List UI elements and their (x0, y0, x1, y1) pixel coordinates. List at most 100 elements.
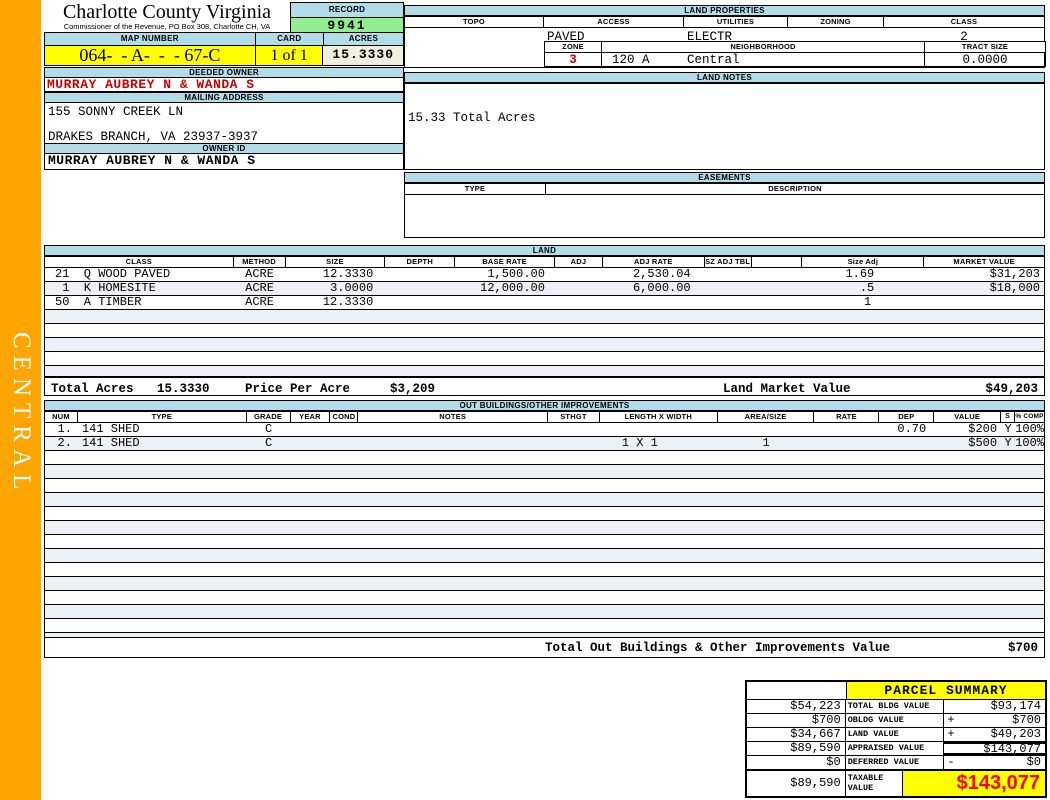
land-market-value-label: Land Market Value (723, 382, 851, 396)
col-tract-size: TRACT SIZE (961, 42, 1009, 51)
easements-header: EASEMENTS (404, 172, 1045, 183)
land-row: 50 A TIMBER ACRE 12.3330 1 (45, 296, 1044, 310)
out-buildings-section-header: OUT BUILDINGS/OTHER IMPROVEMENTS (44, 400, 1045, 411)
zone-table: ZONE NEIGHBORHOOD TRACT SIZE 3 120 A Cen… (544, 41, 1046, 67)
mailing-address-header: MAILING ADDRESS (44, 92, 404, 103)
plus-sign: + (947, 713, 955, 727)
card-value: 1 of 1 (255, 46, 324, 65)
col-land-adj-rate: ADJ RATE (603, 257, 705, 267)
parcel-summary-title: PARCEL SUMMARY (847, 682, 1045, 699)
col-easement-description: DESCRIPTION (768, 184, 822, 193)
col-class: CLASS (950, 17, 978, 26)
land-totals-row: Total Acres 15.3330 Price Per Acre $3,20… (45, 376, 1044, 399)
col-land-size: SIZE (286, 257, 386, 267)
commissioner-line: Commissioner of the Revenue, PO Box 308,… (63, 22, 271, 31)
total-acres-value: 15.3330 (157, 382, 210, 396)
col-ob-s: S (1001, 412, 1016, 422)
out-buildings-empty-rows (45, 451, 1044, 637)
total-acres-label: Total Acres (51, 382, 134, 396)
out-buildings-total-value: $700 (1007, 641, 1038, 655)
parcel-summary-table: PARCEL SUMMARY $54,223 TOTAL BLDG VALUE … (745, 680, 1047, 798)
taxable-value: $143,077 (902, 771, 1045, 796)
col-land-method: METHOD (234, 257, 286, 267)
county-header: Charlotte County Virginia Commissioner o… (44, 2, 290, 32)
col-zoning: ZONING (788, 17, 884, 27)
land-properties-table: TOPO ACCESS UTILITIES ZONING CLASS PAVED… (404, 16, 1046, 68)
land-section-header: LAND (44, 245, 1045, 256)
card-header: CARD (255, 33, 324, 45)
parcel-summary-corner (747, 682, 847, 699)
access-value: PAVED (547, 30, 585, 44)
col-ob-year: YEAR (291, 412, 331, 422)
out-buildings-table: NUM TYPE GRADE YEAR COND NOTES STHGT LEN… (44, 411, 1045, 658)
out-building-row: 2. 141 SHED C 1 X 1 1 $500 Y 100% (45, 437, 1044, 451)
col-ob-notes: NOTES (358, 412, 548, 422)
land-market-value: $49,203 (985, 382, 1038, 396)
deeded-owner-value: MURRAY AUBREY N & WANDA S (44, 78, 404, 92)
summary-row-taxable: $89,590 TAXABLE VALUE $143,077 (747, 770, 1045, 796)
class-value: 2 (960, 30, 968, 44)
col-land-market-value: MARKET VALUE (953, 257, 1015, 266)
col-land-sz-adj-tbl: SZ ADJ TBL (705, 257, 752, 267)
deeded-owner-header: DEEDED OWNER (44, 67, 404, 78)
col-ob-sthgt: STHGT (548, 412, 600, 422)
col-zone: ZONE (545, 42, 602, 52)
acres-value: 15.3330 (323, 46, 403, 65)
land-note-text: 15.33 Total Acres (408, 111, 536, 125)
map-card-acres-table: MAP NUMBER CARD ACRES 064- - A- - - 67-C… (44, 32, 404, 66)
col-ob-cond: COND (330, 412, 359, 422)
neighborhood-code: 120 A (612, 53, 650, 67)
address-line2: DRAKES BRANCH, VA 23937-3937 (48, 130, 259, 144)
minus-sign: - (947, 755, 955, 769)
col-ob-length-width: LENGTH X WIDTH (600, 412, 718, 422)
col-easement-type: TYPE (405, 184, 546, 194)
col-ob-num: NUM (45, 412, 78, 422)
tract-size-value: 0.0000 (962, 53, 1008, 67)
col-ob-type: TYPE (78, 412, 247, 422)
map-number-header: MAP NUMBER (45, 33, 256, 45)
sidebar-region-label: CENTRAL (8, 332, 35, 497)
land-properties-header: LAND PROPERTIES (404, 5, 1045, 16)
plus-sign: + (947, 727, 955, 741)
address-line1: 155 SONNY CREEK LN (48, 105, 184, 119)
col-access: ACCESS (544, 17, 684, 27)
col-neighborhood: NEIGHBORHOOD (602, 42, 925, 52)
col-land-base-rate: BASE RATE (455, 257, 555, 267)
land-notes-header: LAND NOTES (404, 72, 1045, 83)
out-buildings-total-label: Total Out Buildings & Other Improvements… (545, 641, 891, 655)
land-empty-rows (45, 310, 1044, 376)
col-ob-dep: DEP (879, 412, 935, 422)
summary-row-deferred: $0 DEFERRED VALUE - $0 (747, 756, 1045, 770)
col-ob-value: VALUE (934, 412, 1002, 422)
col-land-adj: ADJ (555, 257, 603, 267)
summary-row-land: $34,667 LAND VALUE + $49,203 (747, 728, 1045, 742)
land-row: 1 K HOMESITE ACRE 3.0000 12,000.00 6,000… (45, 282, 1044, 296)
owner-id-value: MURRAY AUBREY N & WANDA S (44, 154, 404, 170)
mailing-address-box: 155 SONNY CREEK LN DRAKES BRANCH, VA 239… (44, 103, 404, 144)
out-buildings-total-row: Total Out Buildings & Other Improvements… (45, 637, 1044, 658)
out-building-row: 1. 141 SHED C 0.70 $200 Y 100% (45, 423, 1044, 437)
sidebar: CENTRAL (0, 0, 41, 800)
col-land-depth: DEPTH (385, 257, 456, 267)
record-box: RECORD 9941 (290, 2, 404, 34)
utilities-value: ELECTR (687, 30, 733, 44)
land-row: 21 Q WOOD PAVED ACRE 12.3330 1,500.00 2,… (45, 268, 1044, 282)
col-utilities: UTILITIES (684, 17, 788, 27)
county-title: Charlotte County Virginia (62, 1, 272, 23)
summary-row-total-bldg: $54,223 TOTAL BLDG VALUE $93,174 (747, 700, 1045, 714)
col-ob-area-size: AREA/SIZE (718, 412, 815, 422)
col-ob-grade: GRADE (247, 412, 291, 422)
col-land-class: CLASS (45, 257, 234, 267)
map-number-value: 064- - A- - - 67-C (45, 46, 256, 65)
summary-row-appraised: $89,590 APPRAISED VALUE $143,077 (747, 742, 1045, 756)
price-per-acre-value: $3,209 (390, 382, 436, 396)
col-ob-rate: RATE (814, 412, 880, 422)
acres-header: ACRES (323, 33, 403, 45)
easements-table: TYPE DESCRIPTION (404, 183, 1045, 238)
record-value: 9941 (291, 18, 403, 34)
land-table: CLASS METHOD SIZE DEPTH BASE RATE ADJ AD… (44, 256, 1045, 396)
col-topo: TOPO (405, 17, 544, 27)
neighborhood-name: Central (687, 53, 740, 67)
record-header: RECORD (291, 3, 403, 18)
summary-row-obldg: $700 OBLDG VALUE + $700 (747, 714, 1045, 728)
